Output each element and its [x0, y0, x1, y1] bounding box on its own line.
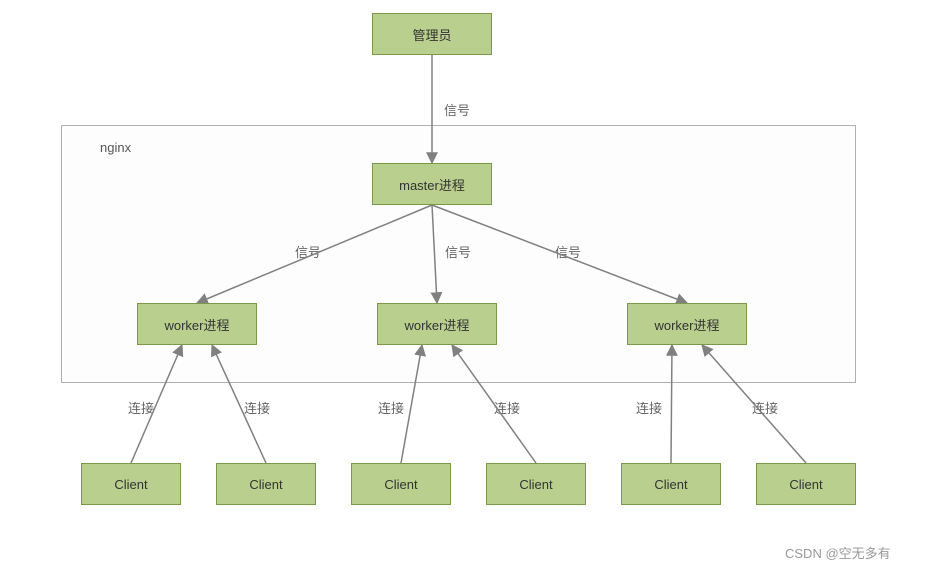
edge-label: 连接	[128, 398, 154, 417]
edge-label: 连接	[752, 398, 778, 417]
node-client6: Client	[756, 463, 856, 505]
node-client1: Client	[81, 463, 181, 505]
edge-label: 信号	[295, 242, 321, 261]
edge-label: 连接	[636, 398, 662, 417]
node-master: master进程	[372, 163, 492, 205]
node-client3: Client	[351, 463, 451, 505]
nginx-label: nginx	[100, 140, 131, 155]
node-worker3: worker进程	[627, 303, 747, 345]
edge-label: 信号	[555, 242, 581, 261]
watermark: CSDN @空无多有	[785, 543, 891, 562]
node-client4: Client	[486, 463, 586, 505]
edge-label: 连接	[378, 398, 404, 417]
node-admin: 管理员	[372, 13, 492, 55]
node-worker1: worker进程	[137, 303, 257, 345]
node-client2: Client	[216, 463, 316, 505]
edge-label: 连接	[244, 398, 270, 417]
node-worker2: worker进程	[377, 303, 497, 345]
edge-label: 信号	[445, 242, 471, 261]
edge-label: 连接	[494, 398, 520, 417]
node-client5: Client	[621, 463, 721, 505]
edge-label: 信号	[444, 100, 470, 119]
